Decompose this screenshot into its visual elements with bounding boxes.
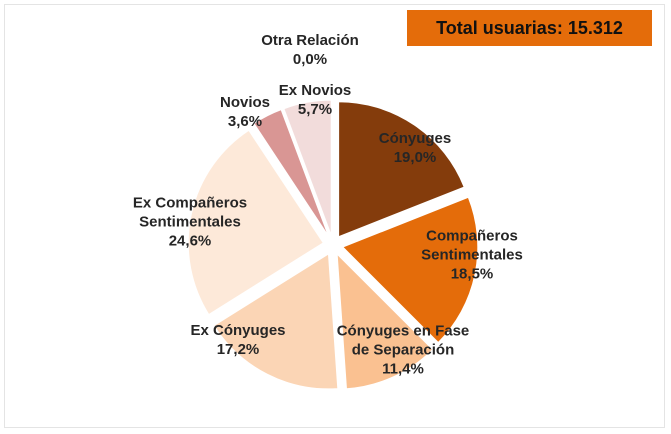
value-label: 18,5% — [450, 265, 494, 283]
slice-label: Cónyuges en Fase de Separación 11,4% — [328, 322, 478, 379]
value-label: 11,4% — [382, 360, 424, 378]
slice-label: Ex Novios 5,7% — [240, 81, 390, 119]
value-label: 19,0% — [393, 149, 437, 166]
pie-slice — [283, 99, 332, 236]
pie-slice — [187, 129, 324, 316]
annotation: Total usuarias: 15.312 — [407, 10, 652, 46]
value-label: 0,0% — [292, 51, 328, 68]
value-label: 5,7% — [297, 101, 333, 118]
slice-label: Otra Relación 0,0% — [235, 31, 385, 69]
category-label: Ex Compañeros Sentimentales — [132, 194, 248, 231]
pie-slice — [341, 196, 479, 344]
slice-label: Ex Cónyuges 17,2% — [163, 321, 313, 359]
pie-slice — [336, 252, 434, 390]
category-label: Cónyuges — [378, 130, 452, 147]
value-label: 17,2% — [216, 341, 260, 358]
slice-label: Novios 3,6% — [170, 93, 320, 131]
pie-slice — [253, 109, 329, 237]
category-label: Otra Relación — [261, 32, 359, 49]
frame — [4, 4, 665, 428]
slice-label: Ex Compañeros Sentimentales 24,6% — [115, 194, 265, 251]
pie-slice — [213, 253, 339, 390]
category-label: Ex Novios — [278, 82, 352, 99]
category-label: Ex Cónyuges — [190, 322, 286, 339]
slice-label: Cónyuges 19,0% — [340, 129, 490, 167]
category-label: Compañeros Sentimentales — [421, 227, 523, 264]
category-label: Novios — [219, 94, 270, 111]
pie-slice — [338, 101, 465, 238]
value-label: 3,6% — [227, 113, 263, 130]
category-label: Cónyuges en Fase de Separación — [336, 322, 470, 359]
value-label: 24,6% — [168, 232, 212, 250]
slice-label: Compañeros Sentimentales 18,5% — [397, 227, 547, 284]
